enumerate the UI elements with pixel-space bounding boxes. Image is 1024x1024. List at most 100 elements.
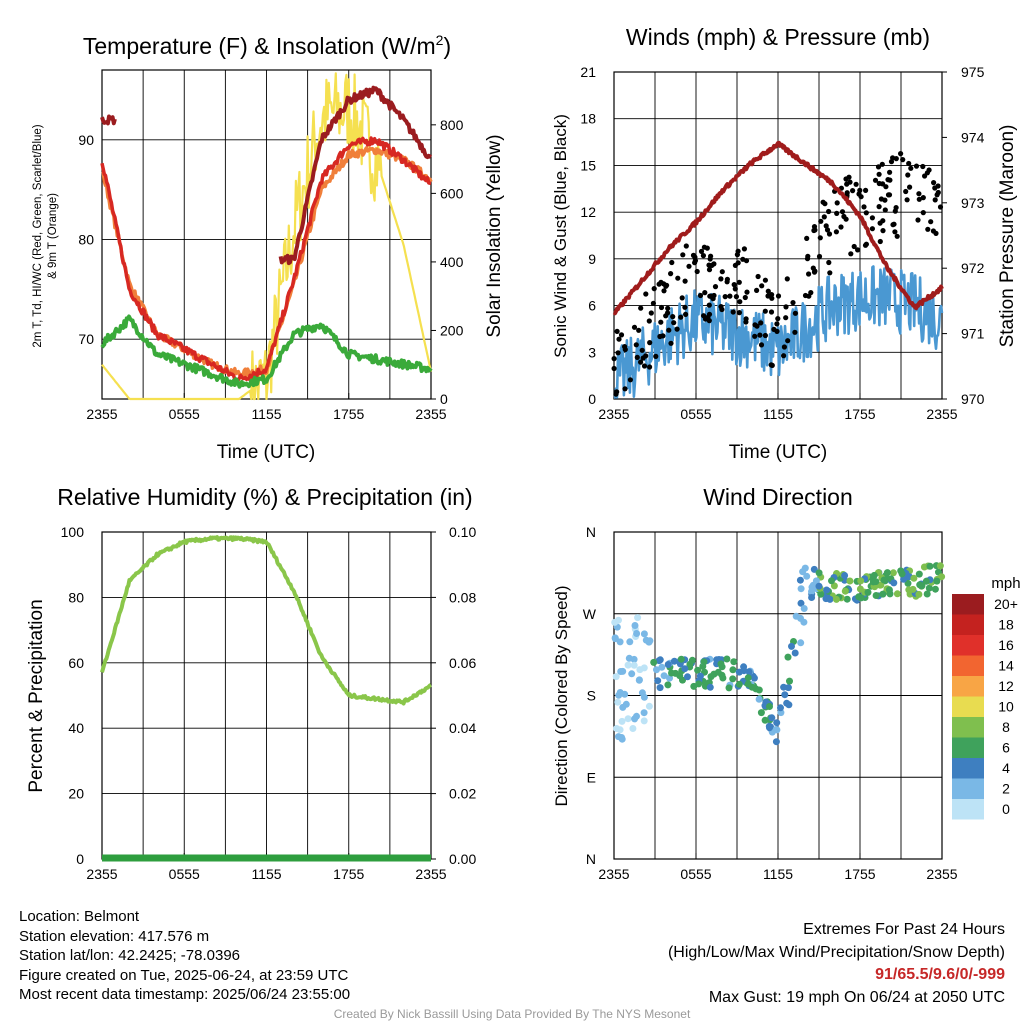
dir-point — [900, 575, 908, 583]
wind-gust-point — [827, 270, 833, 276]
dir-point — [613, 725, 621, 732]
dir-point — [832, 595, 840, 603]
dir-point — [695, 680, 703, 688]
dir-point — [786, 677, 793, 685]
wind-gust-point — [707, 293, 713, 299]
rh-left-tick-label: 0 — [76, 851, 84, 867]
wind-gust-point — [790, 300, 796, 306]
dir-point — [766, 724, 773, 732]
wind-right-tick-label: 974 — [961, 129, 985, 145]
wind-gust-point — [863, 187, 869, 193]
dir-point — [684, 673, 691, 681]
wind-gust-point — [811, 269, 818, 275]
dir-point — [656, 684, 664, 692]
wind-gust-point — [660, 333, 666, 339]
dir-point — [725, 684, 733, 692]
wind-gust-point — [792, 329, 798, 335]
dir-point — [664, 661, 672, 668]
dir-point — [857, 577, 865, 585]
dir-point — [707, 673, 715, 681]
wind-gust-point — [920, 195, 926, 201]
wind-gust-point — [661, 288, 667, 294]
dir-left-tick-label: S — [587, 688, 596, 704]
wind-gust-point — [771, 326, 777, 332]
wind-gust-point — [664, 282, 670, 288]
dir-point — [931, 585, 939, 593]
wind-gust-point — [671, 320, 677, 326]
dir-point — [872, 592, 880, 599]
wind-gust-point — [811, 224, 818, 230]
dir-point — [729, 675, 737, 683]
wind-gust-point — [735, 248, 741, 254]
dir-legend-label: 6 — [1002, 740, 1010, 756]
wind-gust-point — [758, 320, 764, 326]
wind-gust-point — [898, 151, 904, 157]
wind-gust-point — [823, 223, 829, 229]
dir-point — [780, 683, 788, 691]
temp-x-tick-label: 1755 — [333, 406, 364, 422]
wind-gust-point — [754, 287, 760, 293]
wind-gust-point — [615, 350, 621, 356]
dir-point — [640, 630, 648, 638]
wind-gust-point — [682, 278, 688, 284]
wind-gust-point — [879, 161, 885, 167]
dir-point — [750, 674, 758, 682]
dir-point — [719, 674, 727, 682]
dir-x-tick-label: 2355 — [598, 866, 629, 882]
dir-legend-swatch — [952, 778, 984, 799]
dir-point — [925, 584, 933, 592]
wind-gust-point — [711, 292, 717, 299]
wind-series-pressure — [612, 140, 944, 316]
dir-point — [777, 704, 784, 712]
dir-point — [797, 599, 805, 607]
dir-point — [801, 564, 809, 572]
wind-panel-title: Winds (mph) & Pressure (mb) — [626, 24, 930, 50]
rh-panel-title: Relative Humidity (%) & Precipitation (i… — [57, 484, 472, 510]
wind-gust-point — [900, 157, 906, 163]
extremes-title: Extremes For Past 24 Hours — [803, 921, 1005, 938]
wind-gust-point — [906, 160, 912, 167]
wind-gust-point — [704, 245, 710, 251]
dir-point — [826, 595, 834, 603]
dir-point — [618, 734, 626, 741]
wind-right-tick-label: 973 — [961, 195, 985, 211]
wind-gust-point — [861, 204, 867, 210]
wind-gust-point — [737, 299, 743, 305]
dir-point — [650, 658, 658, 666]
rh-left-tick-label: 100 — [61, 524, 85, 540]
wind-gust-point — [712, 284, 719, 290]
wind-gust-point — [708, 253, 714, 259]
wind-gust-point — [880, 218, 886, 224]
temp-panel-title: Temperature (F) & Insolation (W/m2) — [83, 32, 451, 59]
wind-gust-point — [731, 282, 737, 288]
wind-gust-point — [931, 180, 937, 186]
dir-point — [791, 649, 799, 657]
dir-point — [628, 670, 636, 678]
temp-x-tick-label: 2355 — [86, 406, 117, 422]
wind-gust-point — [743, 316, 749, 322]
dir-point — [904, 579, 912, 587]
dir-point — [843, 595, 851, 603]
wind-gust-point — [907, 184, 913, 190]
dir-point — [660, 672, 668, 680]
wind-gust-point — [808, 290, 814, 296]
dir-point — [631, 715, 639, 723]
station-latlon: Station lat/lon: 42.2425; -78.0396 — [19, 947, 241, 964]
dir-point — [761, 716, 769, 724]
wind-gust-point — [758, 342, 765, 348]
dir-legend-swatch — [952, 737, 984, 758]
wind-gust-point — [742, 294, 748, 301]
wind-gust-point — [846, 174, 852, 180]
dir-point — [915, 570, 923, 578]
wind-gust-point — [915, 217, 921, 223]
wind-gust-point — [611, 356, 617, 362]
credit-line: Created By Nick Bassill Using Data Provi… — [333, 1007, 691, 1021]
wind-gust-point — [762, 308, 768, 314]
wind-gust-point — [850, 188, 856, 194]
wind-gust-point — [646, 318, 652, 324]
dir-point — [766, 703, 773, 710]
wind-gust-point — [869, 226, 876, 232]
wind-gust-point — [622, 386, 628, 392]
wind-gust-point — [706, 267, 713, 273]
wind-right-tick-label: 975 — [961, 64, 985, 80]
